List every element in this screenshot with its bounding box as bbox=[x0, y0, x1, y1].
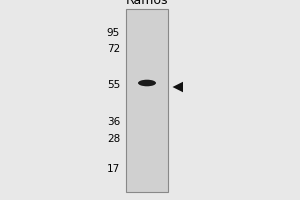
Text: 28: 28 bbox=[107, 134, 120, 144]
Text: 17: 17 bbox=[107, 164, 120, 174]
Text: Ramos: Ramos bbox=[126, 0, 168, 7]
Ellipse shape bbox=[138, 80, 156, 86]
Polygon shape bbox=[172, 82, 183, 92]
Text: 55: 55 bbox=[107, 80, 120, 90]
Bar bbox=[126, 9, 168, 192]
Text: 72: 72 bbox=[107, 44, 120, 54]
Text: 95: 95 bbox=[107, 28, 120, 38]
Text: 36: 36 bbox=[107, 117, 120, 127]
